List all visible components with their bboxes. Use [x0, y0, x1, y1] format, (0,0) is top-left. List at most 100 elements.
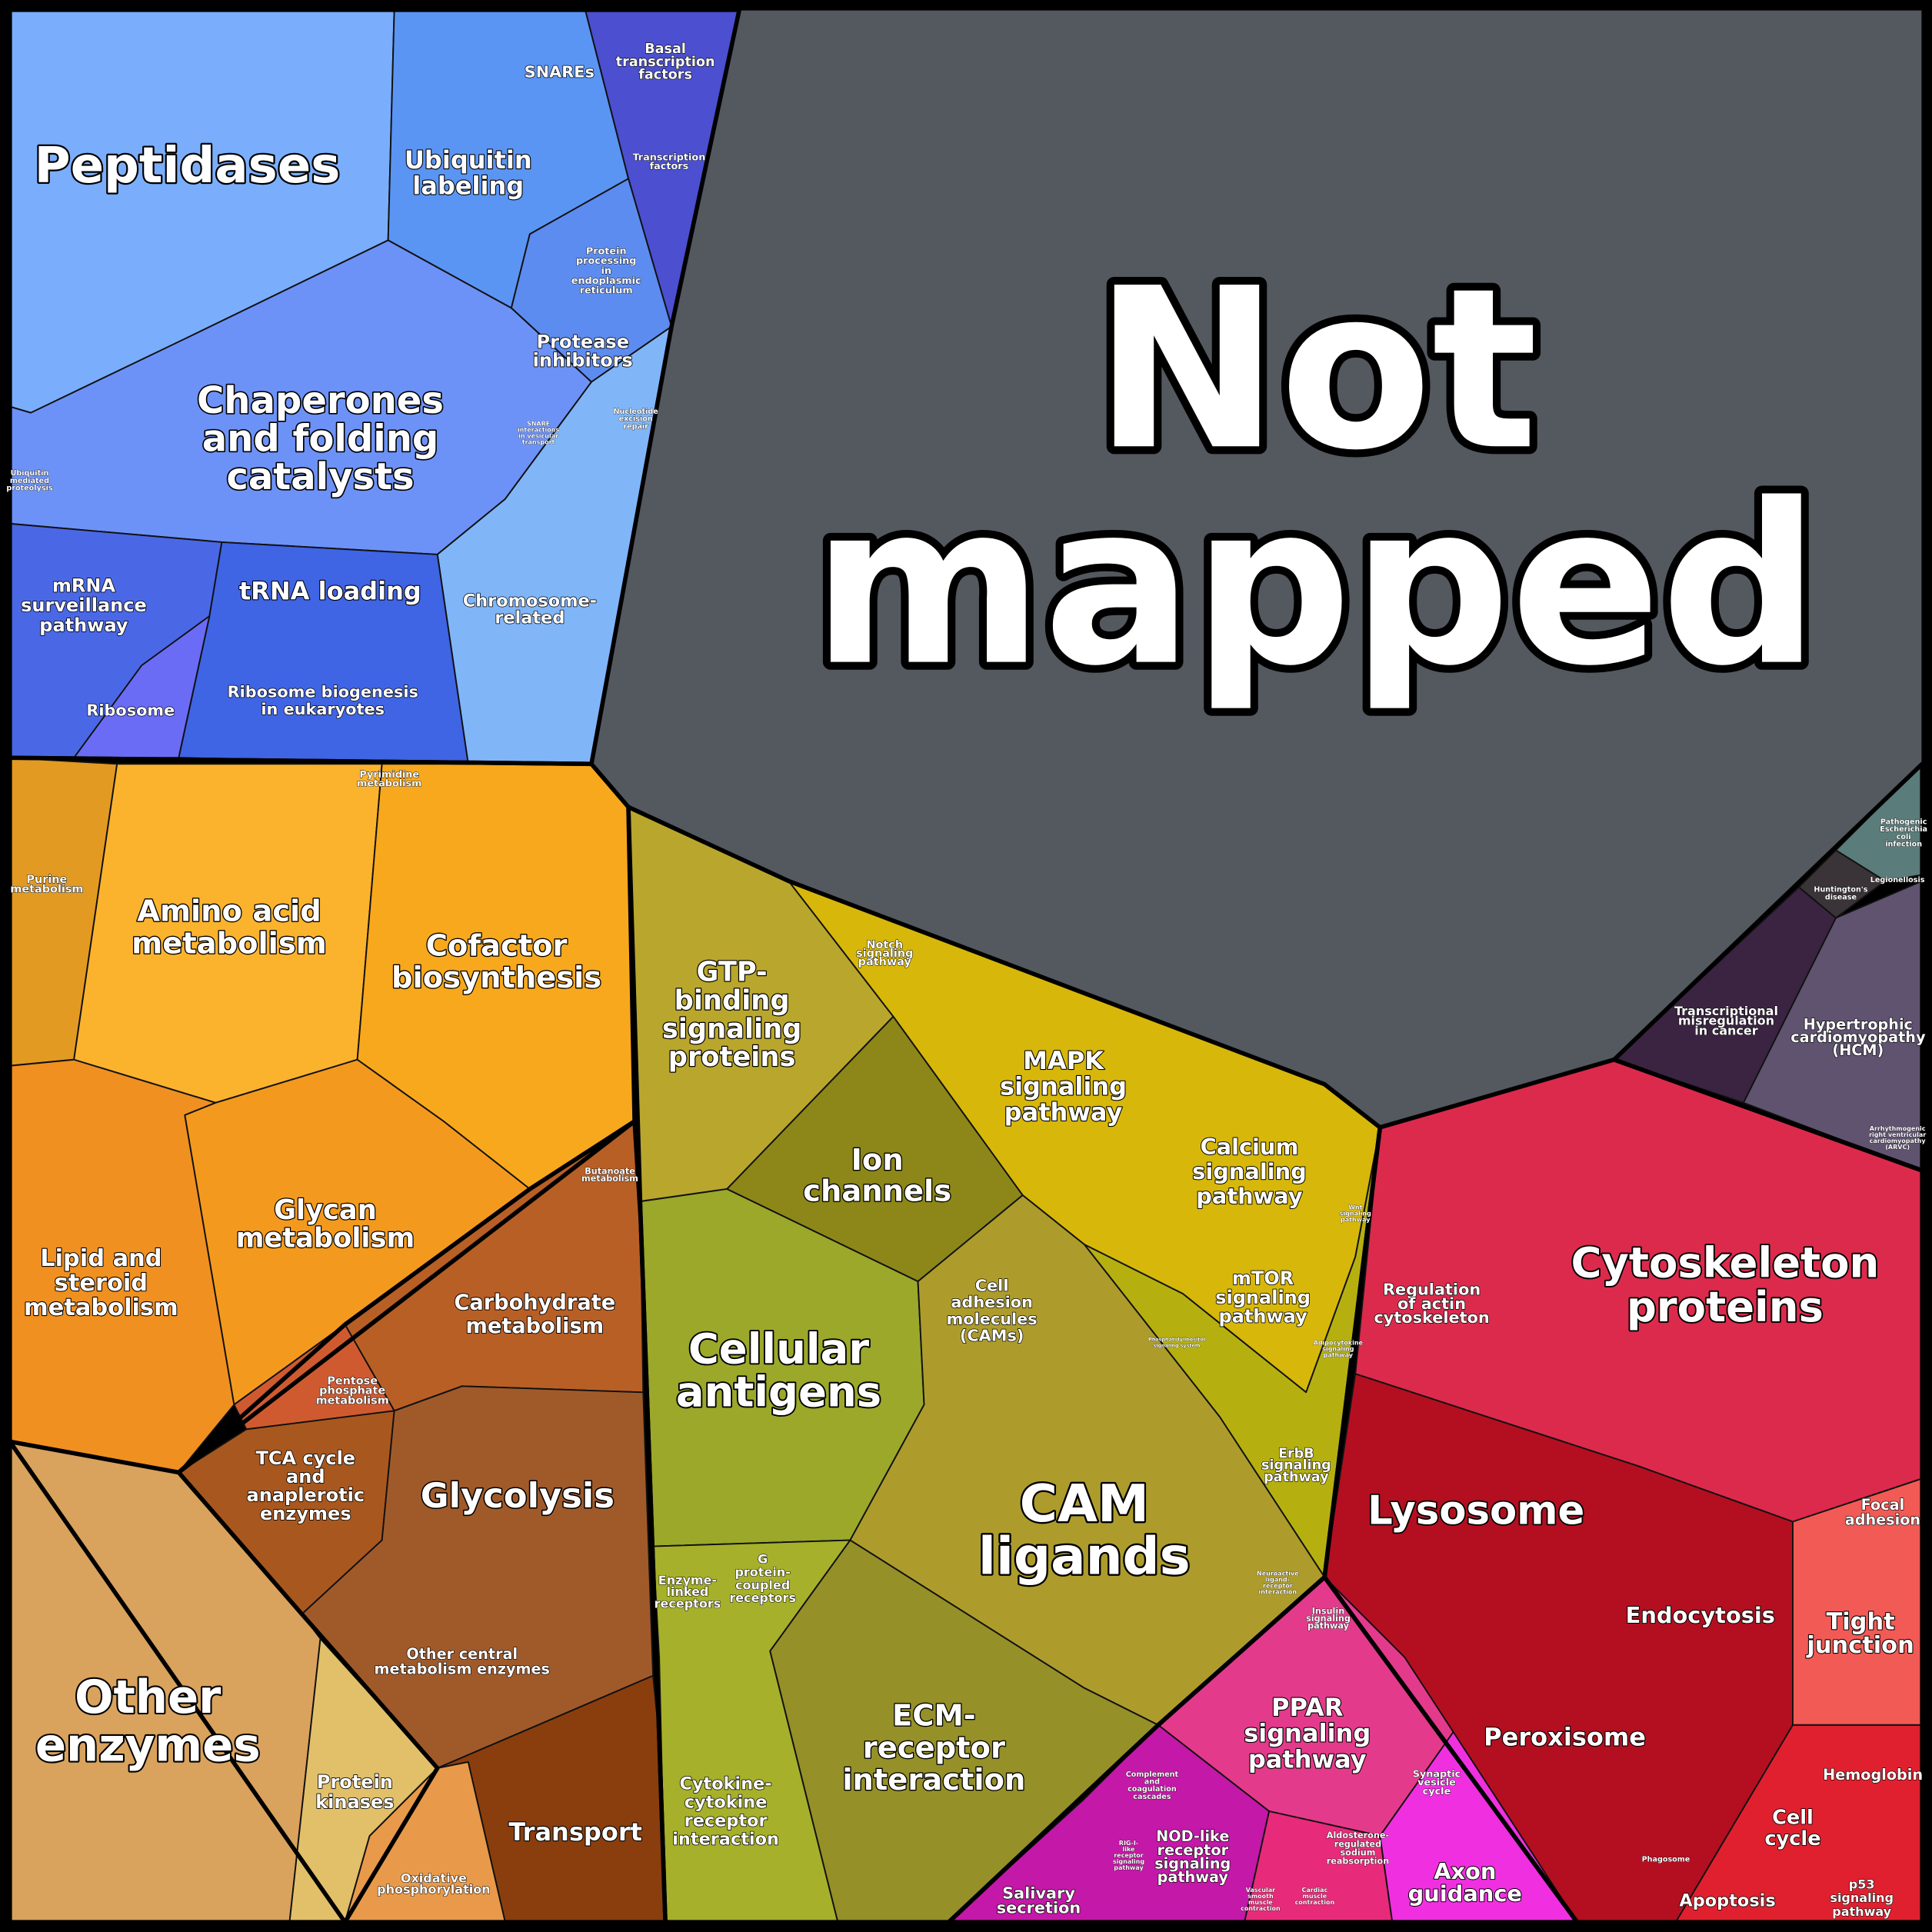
region-label: cycle	[1764, 1827, 1820, 1850]
region-label: phosphate	[319, 1385, 385, 1397]
region-label: catalysts	[226, 455, 414, 498]
region-label: Cytokine-	[680, 1774, 772, 1794]
region-label: infection	[1885, 840, 1922, 848]
region-label: transcription	[616, 55, 715, 70]
region-label: Glycan	[274, 1194, 377, 1226]
region-label: cardiomyopathy	[1870, 1138, 1927, 1144]
region-label: mRNA	[52, 575, 116, 597]
region-label: Cardiac	[1301, 1887, 1327, 1894]
region-label: pathway	[1114, 1864, 1144, 1871]
region-label: inhibitors	[533, 349, 633, 371]
region-label: molecules	[947, 1310, 1038, 1328]
region-label: signaling	[1215, 1287, 1311, 1308]
region-label: pathway	[1341, 1217, 1371, 1224]
region-label: adhesion	[951, 1293, 1033, 1311]
region-label: cytokine	[685, 1792, 768, 1812]
region-label: signaling	[1261, 1458, 1331, 1474]
region-label: muscle	[1248, 1899, 1273, 1906]
region-label: Adipocytokine	[1314, 1340, 1364, 1347]
region-label: in vesicular	[518, 433, 558, 440]
region-label: receptors	[729, 1591, 796, 1605]
region-label: receptor	[1157, 1841, 1228, 1859]
region-label: signaling	[1113, 1858, 1145, 1865]
region-label: enzymes	[35, 1718, 261, 1771]
region-label: Transcriptional	[1674, 1004, 1778, 1018]
region-label: pathway	[39, 615, 128, 636]
region-label: processing	[576, 255, 636, 267]
region-label: Axon	[1434, 1858, 1496, 1884]
region-label: interaction	[672, 1829, 779, 1849]
region-label: Transcription	[632, 152, 705, 164]
labels: Peptidases UbiquitinlabelingSNAREsBasaltr…	[6, 41, 1927, 1919]
region-label: antigens	[676, 1367, 881, 1417]
region-label: Lipid and	[40, 1245, 162, 1272]
region-label: GTP-	[697, 957, 768, 988]
region-label: Protein	[317, 1771, 393, 1793]
region-label: Neuroactive	[1257, 1570, 1299, 1577]
region-label: ligand-	[1266, 1576, 1290, 1583]
region-label: Basal	[645, 42, 686, 57]
region-label: cardiomyopathy	[1790, 1028, 1926, 1046]
region-label: Pyrimidine	[359, 769, 419, 781]
region-label: Other central	[406, 1645, 518, 1663]
region-label: anaplerotic	[247, 1484, 365, 1506]
region-label: pathway	[1264, 1470, 1329, 1485]
region-label: proteins	[668, 1041, 796, 1073]
region-label: Cytoskeleton	[1571, 1237, 1879, 1287]
region-label: factors	[650, 161, 689, 172]
region-label: TCA cycle	[256, 1447, 356, 1469]
region-label: sodium	[1341, 1847, 1376, 1857]
region-label: pathway	[1307, 1621, 1349, 1631]
region-label: p53	[1849, 1877, 1875, 1892]
region-label: Apoptosis	[1679, 1890, 1775, 1910]
region-label: SNAREs	[525, 63, 595, 82]
region-label: Phagosome	[1642, 1855, 1690, 1864]
region-label: Lysosome	[1367, 1487, 1584, 1534]
region-label: receptor	[863, 1730, 1005, 1765]
region-label: contraction	[1241, 1905, 1281, 1912]
region-label: signaling	[1154, 1854, 1231, 1872]
region-label: regulated	[1334, 1839, 1382, 1849]
region-label: Carbohydrate	[454, 1291, 615, 1314]
region-label: contraction	[1295, 1899, 1335, 1906]
region-label: channels	[803, 1174, 951, 1208]
region-label: Hypertrophic	[1804, 1015, 1913, 1033]
region-label: Hemoglobin	[1823, 1766, 1923, 1784]
region-label: related	[495, 608, 565, 628]
region-label: Cell	[975, 1277, 1009, 1295]
region-label: signaling	[1244, 1719, 1371, 1748]
region-label: in	[601, 265, 611, 277]
region-label: Nucleotide	[614, 408, 659, 416]
region-label: CAM	[1020, 1474, 1149, 1534]
region-label: surveillance	[21, 595, 147, 616]
region-label: linked	[666, 1584, 708, 1599]
region-label: coagulation	[1128, 1785, 1177, 1794]
region-label: Cellular	[688, 1324, 869, 1374]
region-label: reabsorption	[1327, 1857, 1390, 1867]
region-label: Purine	[26, 874, 67, 886]
region-label: Endocytosis	[1626, 1602, 1775, 1628]
region-label: Synaptic	[1413, 1768, 1461, 1780]
region-label: right ventricular	[1869, 1131, 1926, 1138]
region-label: signaling system	[1153, 1342, 1200, 1348]
region-label: steroid	[55, 1270, 148, 1297]
region-label: Pentose	[327, 1375, 378, 1387]
region-label: vesicle	[1417, 1777, 1456, 1789]
region-label: endoplasmic	[571, 275, 641, 287]
region-label: Phosphatidylinositol	[1148, 1336, 1205, 1342]
group-border	[8, 1439, 440, 1924]
region-label: muscle	[1303, 1893, 1327, 1900]
region-label: signaling	[1192, 1158, 1307, 1184]
region-label: pathway	[1158, 1868, 1229, 1886]
region-label: Protease	[537, 331, 630, 352]
region-label: signaling	[1000, 1072, 1127, 1101]
region-label: Peptidases	[35, 138, 341, 195]
region-label: reticulum	[580, 285, 633, 297]
region-label: metabolism enzymes	[375, 1660, 550, 1677]
region-label: Complement	[1126, 1770, 1179, 1779]
region-label: Aldosterone-	[1327, 1830, 1390, 1840]
region-label: Ribosome biogenesis	[228, 682, 418, 701]
region-label: and	[286, 1466, 325, 1487]
